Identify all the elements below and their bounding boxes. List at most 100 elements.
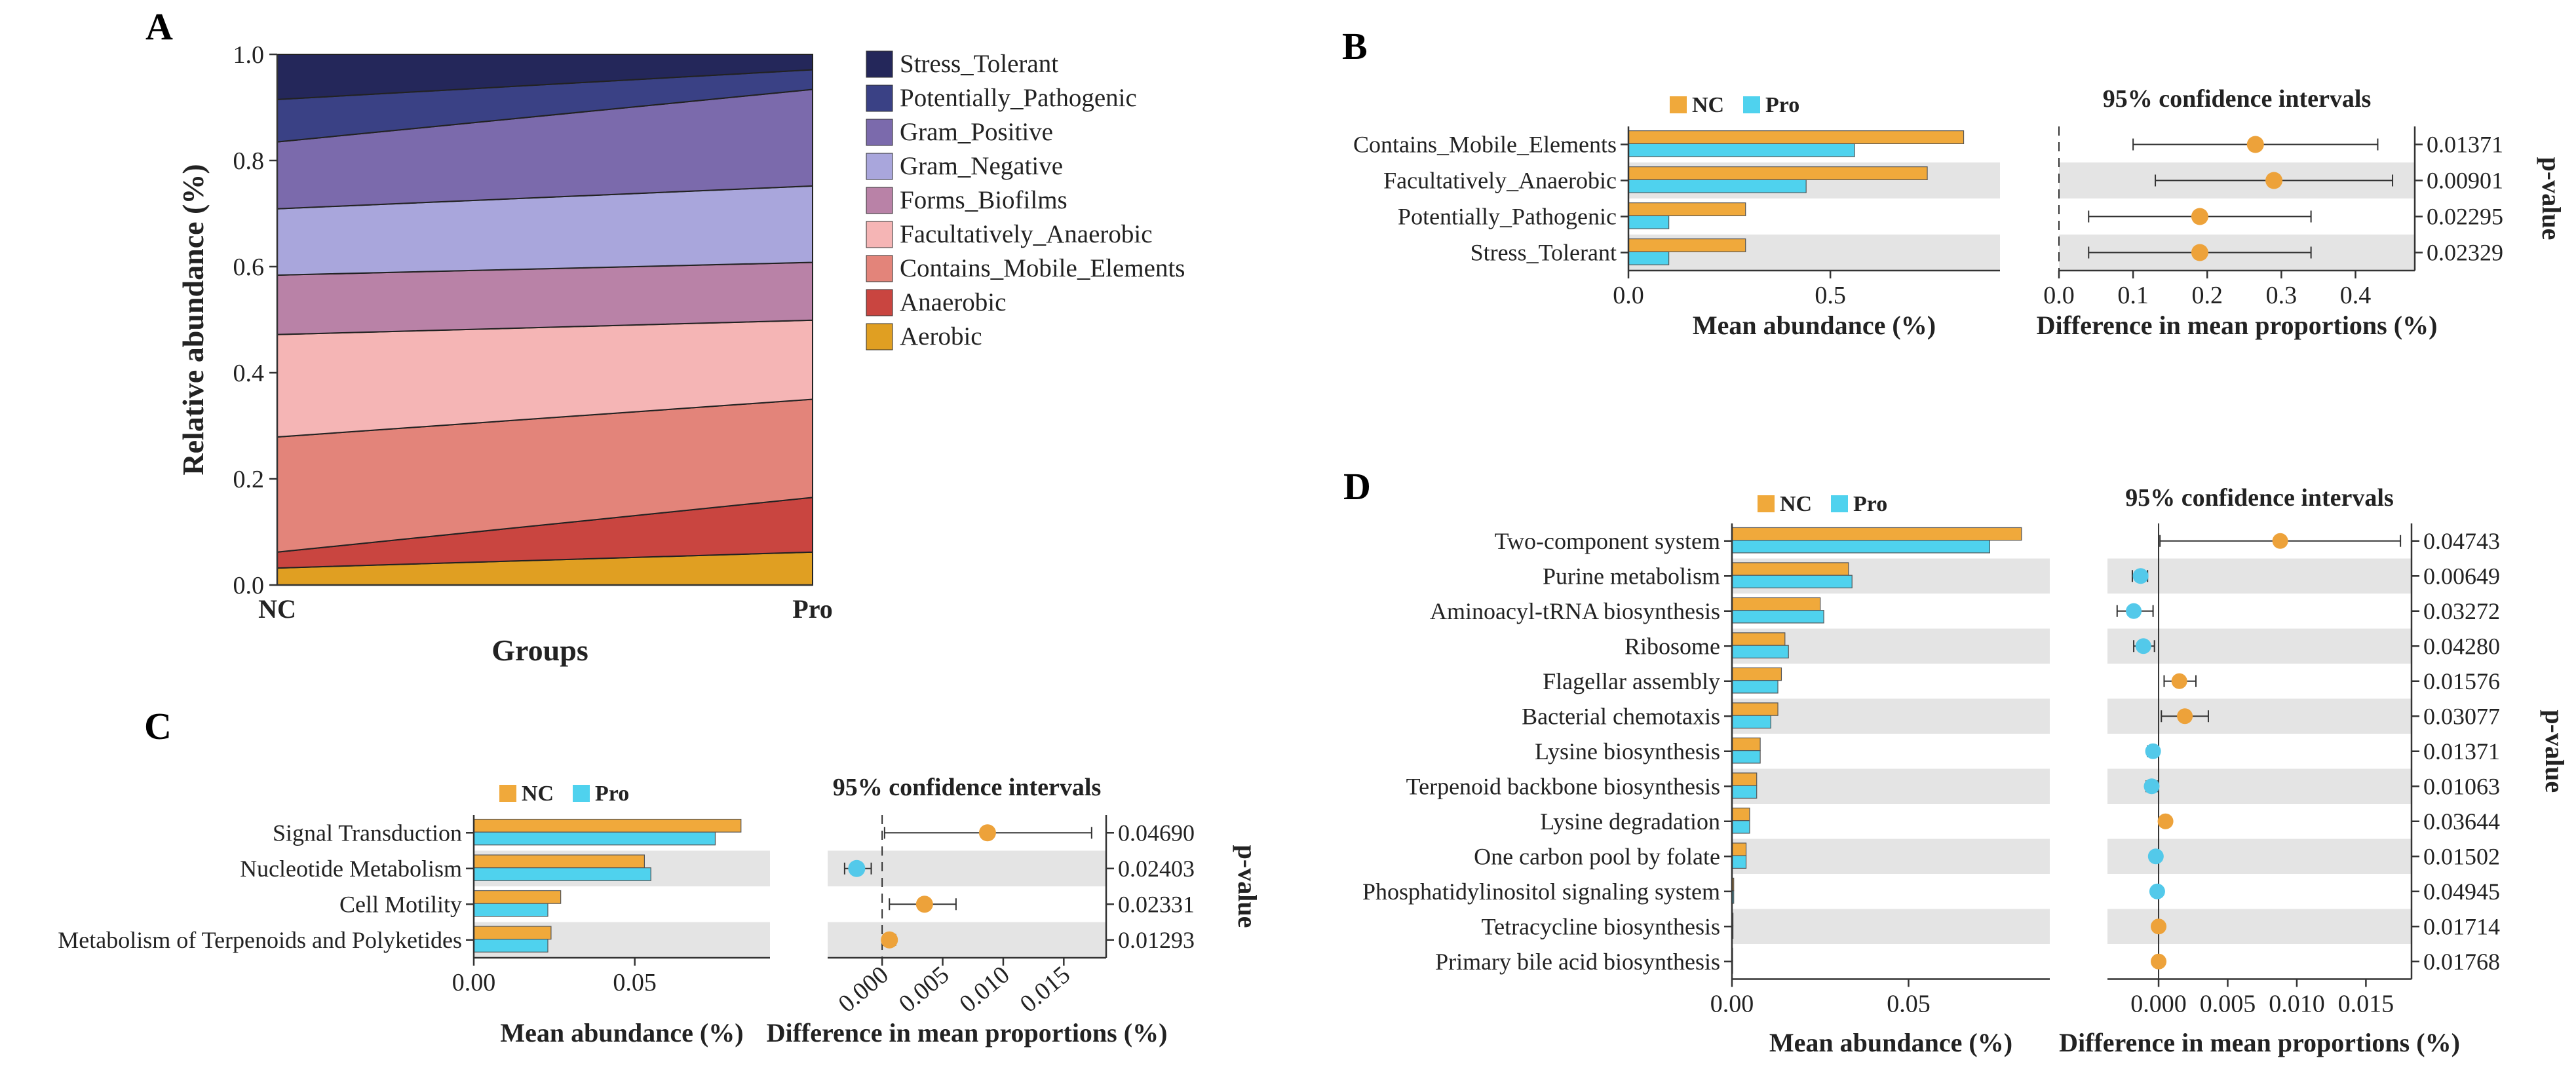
legend-label-gram-positive: Gram_Positive <box>900 118 1053 146</box>
ci-point-nucleotide-metabolism <box>848 860 866 877</box>
ci-x-tick-label: 0.000 <box>2130 991 2187 1018</box>
bar-pro-purine-metabolism <box>1731 575 1853 589</box>
bar-nc-contains-mobile-elements <box>1628 130 1965 145</box>
legend-label-aerobic: Aerobic <box>900 322 982 350</box>
p-value-label: 0.01371 <box>2427 132 2503 158</box>
category-label: Stress_Tolerant <box>1471 240 1617 266</box>
ci-point-purine-metabolism <box>2132 568 2149 584</box>
row-shade <box>828 922 1106 958</box>
x-tick-label-nc: NC <box>258 594 296 624</box>
ci-point-two-component-system <box>2272 533 2288 549</box>
legend-swatch-forms-biofilms <box>866 187 893 214</box>
p-value-label: 0.03272 <box>2423 598 2500 624</box>
bar-nc-purine-metabolism <box>1731 562 1849 576</box>
bar-nc-aminoacyl-trna-biosynthesis <box>1731 597 1821 611</box>
ci-point-stress-tolerant <box>2191 244 2208 261</box>
bar-nc-nucleotide-metabolism <box>473 854 645 869</box>
bar-x-axis-title: Mean abundance (%) <box>1693 311 1936 340</box>
bar-nc-potentially-pathogenic <box>1628 202 1746 217</box>
p-value-label: 0.00901 <box>2427 168 2503 194</box>
ci-point-signal-transduction <box>978 824 996 842</box>
bar-nc-stress-tolerant <box>1628 238 1746 253</box>
x-tick-label: 0.5 <box>1815 282 1846 309</box>
legend-label-pro: Pro <box>595 782 629 806</box>
ci-point-facultatively-anaerobic <box>2265 172 2283 189</box>
category-label: Potentially_Pathogenic <box>1398 204 1617 230</box>
category-label: Lysine biosynthesis <box>1535 738 1720 765</box>
legend-label-pro: Pro <box>1853 492 1887 516</box>
ci-point-lysine-degradation <box>2157 813 2174 829</box>
panel-label-b: B <box>1342 25 1368 67</box>
category-label: Signal Transduction <box>273 820 462 846</box>
legend-swatch-gram-negative <box>866 153 893 180</box>
bar-pro-lysine-degradation <box>1731 820 1750 834</box>
p-value-label: 0.02403 <box>1118 856 1195 882</box>
y-tick-label: 0.0 <box>233 572 265 599</box>
bar-nc-two-component-system <box>1731 527 2022 541</box>
ci-point-flagellar-assembly <box>2171 673 2187 689</box>
ci-point-contains-mobile-elements <box>2246 136 2264 153</box>
ci-point-lysine-biosynthesis <box>2145 743 2161 759</box>
category-label: Cell Motility <box>339 891 462 917</box>
panel-b-extended-error-bar-chart: NC Pro Contains_Mobile_Elements Facultative… <box>1353 85 2566 340</box>
legend-label-stress-tolerant: Stress_Tolerant <box>900 50 1058 78</box>
ci-point-metabolism-of-terpenoids-and-polyketides <box>881 931 898 949</box>
ci-point-terpenoid-backbone-biosynthesis <box>2143 778 2160 795</box>
ci-x-tick-label: 0.010 <box>954 961 1014 1018</box>
x-tick-label-pro: Pro <box>792 594 832 624</box>
legend-swatch-facultatively-anaerobic <box>866 221 893 248</box>
ci-x-tick-label: 0.005 <box>894 961 954 1018</box>
ci-point-primary-bile-acid-biosynthesis <box>2151 953 2167 970</box>
bar-pro-terpenoid-backbone-biosynthesis <box>1731 785 1758 799</box>
p-value-label: 0.01293 <box>1118 927 1195 953</box>
p-value-label: 0.01502 <box>2423 843 2500 869</box>
bar-pro-nucleotide-metabolism <box>473 867 651 881</box>
ci-x-axis-title: Difference in mean proportions (%) <box>2059 1028 2460 1057</box>
category-label: Ribosome <box>1624 633 1720 659</box>
row-shade <box>2107 698 2412 734</box>
ci-x-axis-title: Difference in mean proportions (%) <box>767 1018 1168 1048</box>
legend-swatch-gram-positive <box>866 119 893 146</box>
bar-nc-terpenoid-backbone-biosynthesis <box>1731 772 1758 786</box>
legend-label-gram-negative: Gram_Negative <box>900 152 1063 180</box>
ci-x-axis-title: Difference in mean proportions (%) <box>2037 311 2438 340</box>
panel-c-extended-error-bar-chart: NC Pro Signal Transduction Nucleotide Metab… <box>58 774 1262 1048</box>
x-tick-label: 0.00 <box>1710 991 1754 1018</box>
x-tick-label: 0.05 <box>1887 991 1931 1018</box>
bar-pro-flagellar-assembly <box>1731 680 1778 694</box>
ci-x-tick-label: 0.015 <box>1015 961 1075 1018</box>
ci-title: 95% confidence intervals <box>2103 85 2372 113</box>
ci-point-one-carbon-pool-by-folate <box>2147 848 2164 865</box>
p-value-label: 0.01576 <box>2423 668 2500 694</box>
panel-d-extended-error-bar-chart: NC Pro Two-component system Purine metaboli… <box>1362 484 2569 1057</box>
legend-swatch-nc <box>1758 495 1775 512</box>
x-axis-title: Groups <box>491 633 588 667</box>
legend-label-facultatively-anaerobic: Facultatively_Anaerobic <box>900 220 1153 248</box>
y-axis-title: Relative abundance (%) <box>176 164 210 475</box>
p-value-label: 0.04743 <box>2423 528 2500 554</box>
bar-nc-flagellar-assembly <box>1731 667 1782 681</box>
bar-pro-signal-transduction <box>473 831 716 846</box>
p-value-label: 0.01768 <box>2423 949 2500 975</box>
legend-label-nc: NC <box>1692 93 1724 117</box>
panel-a-stacked-area-chart: 0.0 0.2 0.4 0.6 0.8 1.0 NC Pro Groups Relative ab… <box>176 41 1185 667</box>
panel-label-c: C <box>144 705 172 747</box>
ci-title: 95% confidence intervals <box>833 774 1102 801</box>
bar-x-axis-title: Mean abundance (%) <box>500 1018 743 1048</box>
category-label: Aminoacyl-tRNA biosynthesis <box>1430 598 1720 624</box>
bar-nc-lysine-biosynthesis <box>1731 737 1761 751</box>
ci-x-tick-label: 0.005 <box>2200 991 2256 1018</box>
bar-pro-ribosome <box>1731 645 1789 659</box>
category-label: Bacterial chemotaxis <box>1522 703 1720 729</box>
legend-swatch-pro <box>573 785 590 802</box>
ci-point-phosphatidylinositol-signaling-system <box>2149 883 2165 899</box>
category-label: Nucleotide Metabolism <box>240 856 462 882</box>
bar-pro-bacterial-chemotaxis <box>1731 715 1771 729</box>
p-value-axis-title: p-value <box>2540 709 2569 793</box>
y-tick-label: 0.2 <box>233 466 265 493</box>
row-shade <box>1732 768 2050 804</box>
bar-pro-metabolism-of-terpenoids-and-polyketides <box>473 939 548 953</box>
p-value-label: 0.02331 <box>1118 891 1195 917</box>
row-shade <box>1732 909 2050 944</box>
legend-swatch-nc <box>1670 96 1687 113</box>
